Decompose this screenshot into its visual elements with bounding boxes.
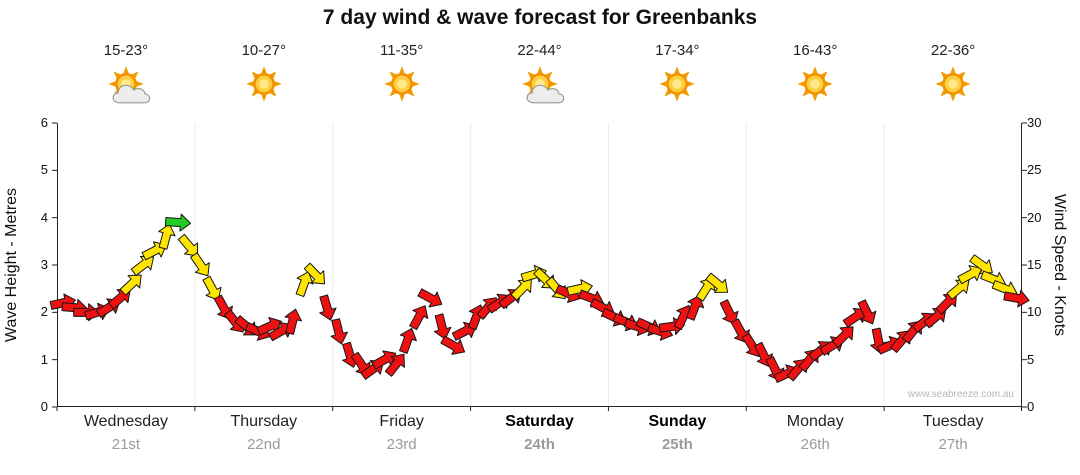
right-axis-tick-label: 15 [1027,257,1042,272]
wind-arrow [440,335,466,355]
day-name: Saturday [505,413,574,430]
day-date: 26th [800,436,830,453]
temperature-range: 15-23° [103,42,149,59]
wind-arrow [202,275,222,301]
wind-arrow [371,350,397,370]
left-axis-tick-label: 5 [40,162,48,178]
day-name: Friday [379,413,424,430]
day-name: Tuesday [922,413,984,430]
right-axis-ticks: 0 5 10 15 20 25 30 [1027,115,1057,414]
day-date: 23rd [386,436,417,453]
sun-icon [377,63,427,109]
sun-icon [239,63,289,109]
sun-icon [383,65,420,102]
day-date: 27th [938,436,968,453]
sun-icon [928,63,978,109]
wind-arrow [190,252,210,277]
wind-arrow [303,262,326,285]
wind-arrow [330,318,348,345]
day-name: Sunday [648,413,707,430]
wind-arrow [164,213,192,232]
day-column: Monday 26th [746,412,884,458]
left-axis-tick-label: 2 [40,304,48,320]
wind-arrow [857,299,877,325]
day-column: Friday 23rd [333,412,471,458]
day-column: Wednesday 21st [57,412,195,458]
weather-icons-row [57,62,1022,114]
wind-arrow [284,308,302,335]
right-axis-tick-label: 0 [1027,399,1035,414]
day-column: Thursday 22nd [195,412,333,458]
day-name: Wednesday [83,413,169,430]
wind-arrow [832,326,854,348]
wind-arrow [177,233,199,257]
sun-icon [797,65,833,102]
sun-icon [935,65,971,102]
wind-arrow [719,299,739,325]
sun-icon [659,65,696,102]
wind-arrow [957,265,983,285]
wind-arrow [686,294,705,321]
temperature-range: 22-36° [930,42,976,59]
temperature-range: 16-43° [793,42,838,59]
right-axis-tick-label: 30 [1027,115,1042,130]
wind-arrow [119,274,142,296]
left-axis-tick-label: 1 [40,351,48,367]
day-name: Monday [786,413,844,430]
cloud-icon [526,84,564,103]
wind-arrow [417,288,443,308]
wind-arrow [705,272,729,293]
day-labels-row: Wednesday 21st Thursday 22nd Friday 23rd… [57,412,1022,458]
wind-arrow [130,255,155,276]
sun-cloud-icon [515,63,565,109]
day-column: Sunday 25th [608,412,746,458]
wind-arrow [510,278,532,301]
wind-arrow [384,353,405,377]
day-name: Thursday [230,413,298,430]
day-date: 24th [524,436,555,453]
wind-arrow [946,279,970,300]
wind-arrow [1003,289,1030,308]
sun-icon [652,63,702,109]
right-axis-tick-label: 10 [1027,304,1042,320]
day-column: Tuesday 27th [884,412,1022,458]
temperature-range: 11-35° [380,42,424,59]
cloud-icon [112,84,151,103]
temperature-range: 17-34° [655,42,700,59]
left-axis-tick-label: 6 [40,115,48,130]
right-axis-tick-label: 20 [1027,209,1042,225]
day-date: 25th [661,436,693,453]
sun-icon [790,63,840,109]
forecast-chart [49,122,1030,411]
left-axis-tick-label: 0 [40,399,48,414]
watermark: www.seabreeze.com.au [907,389,1014,400]
right-axis-tick-label: 25 [1027,162,1042,178]
day-date: 21st [111,436,141,453]
left-axis-tick-label: 3 [40,257,48,272]
wind-arrow [319,294,337,321]
day-column: Saturday 24th [471,412,609,458]
wind-arrow [295,271,314,298]
left-axis-tick-label: 4 [40,209,48,225]
day-date: 22nd [247,436,281,453]
temperature-range: 10-27° [241,42,286,59]
wind-arrow [399,327,417,354]
left-axis-ticks: 0 1 2 3 4 5 6 [22,115,50,414]
temperature-range: 22-44° [517,42,562,59]
sun-icon [246,65,282,102]
temperature-row: 15-23° 10-27° 11-35° 22-44° 17-34° 16-43… [57,42,1022,59]
wind-arrow [409,305,429,331]
wind-arrow [158,223,176,250]
right-axis-tick-label: 5 [1027,351,1035,367]
chart-title: 7 day wind & wave forecast for Greenbank… [322,6,758,29]
wind-arrow [433,313,452,340]
sun-cloud-icon [101,63,151,109]
